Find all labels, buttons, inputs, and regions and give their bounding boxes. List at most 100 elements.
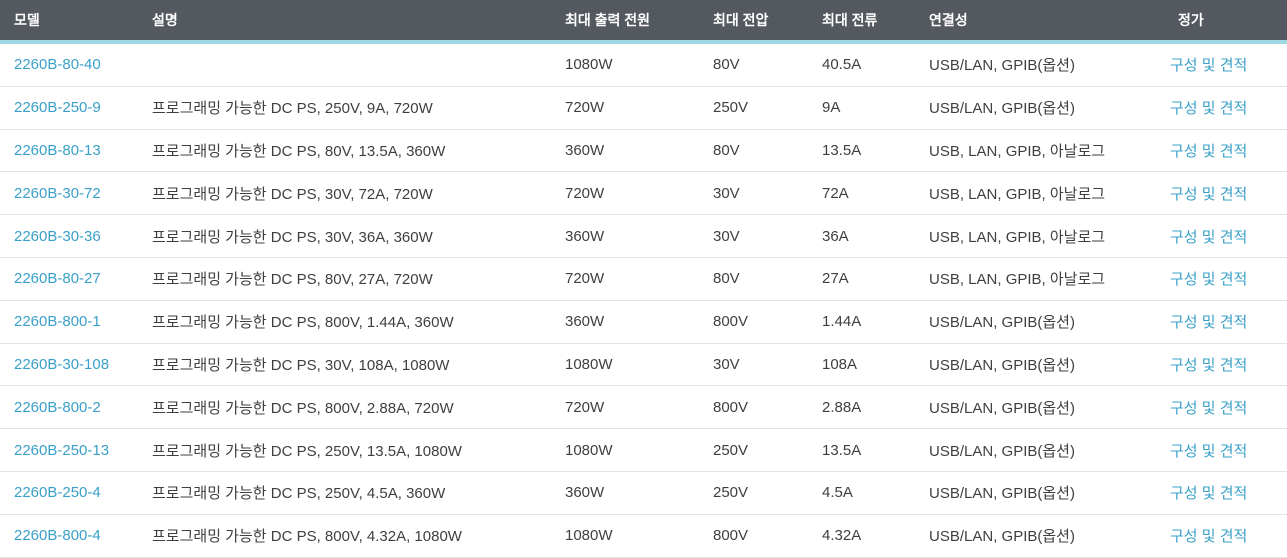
max-power-cell: 360W bbox=[551, 129, 699, 173]
max-current-cell: 27A bbox=[808, 257, 915, 301]
model-link[interactable]: 2260B-30-36 bbox=[14, 227, 101, 245]
max-voltage-cell: 80V bbox=[699, 42, 808, 87]
configure-quote-link[interactable]: 구성 및 견적 bbox=[1170, 142, 1248, 160]
column-header-price: 정가 bbox=[1164, 0, 1287, 44]
configure-quote-link[interactable]: 구성 및 견적 bbox=[1170, 442, 1248, 460]
column-header-max-power: 최대 출력 전원 bbox=[551, 0, 699, 44]
model-cell: 2260B-250-13 bbox=[0, 428, 138, 472]
price-cell: 구성 및 견적 bbox=[1164, 257, 1287, 301]
column-header-model: 모델 bbox=[0, 0, 138, 44]
price-cell: 구성 및 견적 bbox=[1164, 385, 1287, 430]
model-link[interactable]: 2260B-80-40 bbox=[14, 56, 101, 74]
max-current-cell: 2.88A bbox=[808, 385, 915, 430]
table-row: 2260B-80-27 프로그래밍 가능한 DC PS, 80V, 27A, 72… bbox=[0, 257, 1287, 301]
model-link[interactable]: 2260B-250-4 bbox=[14, 484, 101, 502]
max-power-cell: 720W bbox=[551, 86, 699, 130]
connectivity-cell: USB/LAN, GPIB(옵션) bbox=[915, 343, 1164, 387]
max-voltage-cell: 800V bbox=[699, 300, 808, 344]
table-row: 2260B-30-36 프로그래밍 가능한 DC PS, 30V, 36A, 36… bbox=[0, 214, 1287, 258]
max-power-cell: 720W bbox=[551, 257, 699, 301]
price-cell: 구성 및 견적 bbox=[1164, 214, 1287, 258]
model-cell: 2260B-30-72 bbox=[0, 171, 138, 216]
max-current-cell: 72A bbox=[808, 171, 915, 216]
max-voltage-cell: 250V bbox=[699, 428, 808, 472]
description-cell: 프로그래밍 가능한 DC PS, 800V, 2.88A, 720W bbox=[138, 385, 551, 430]
column-header-connectivity: 연결성 bbox=[915, 0, 1164, 44]
configure-quote-link[interactable]: 구성 및 견적 bbox=[1170, 314, 1248, 332]
max-current-cell: 13.5A bbox=[808, 129, 915, 173]
model-link[interactable]: 2260B-30-72 bbox=[14, 184, 101, 202]
description-cell: 프로그래밍 가능한 DC PS, 800V, 1.44A, 360W bbox=[138, 300, 551, 344]
description-cell: 프로그래밍 가능한 DC PS, 30V, 72A, 720W bbox=[138, 171, 551, 216]
model-cell: 2260B-80-27 bbox=[0, 257, 138, 301]
max-power-cell: 1080W bbox=[551, 42, 699, 87]
connectivity-cell: USB/LAN, GPIB(옵션) bbox=[915, 385, 1164, 430]
price-cell: 구성 및 견적 bbox=[1164, 129, 1287, 173]
model-cell: 2260B-800-4 bbox=[0, 514, 138, 558]
table-row: 2260B-250-9 프로그래밍 가능한 DC PS, 250V, 9A, 72… bbox=[0, 86, 1287, 130]
configure-quote-link[interactable]: 구성 및 견적 bbox=[1170, 356, 1248, 374]
configure-quote-link[interactable]: 구성 및 견적 bbox=[1170, 185, 1248, 203]
model-link[interactable]: 2260B-250-9 bbox=[14, 99, 101, 117]
model-link[interactable]: 2260B-800-4 bbox=[14, 527, 101, 545]
configure-quote-link[interactable]: 구성 및 견적 bbox=[1170, 100, 1248, 118]
price-cell: 구성 및 견적 bbox=[1164, 42, 1287, 87]
model-link[interactable]: 2260B-30-108 bbox=[14, 355, 110, 373]
max-current-cell: 4.32A bbox=[808, 514, 915, 558]
price-cell: 구성 및 견적 bbox=[1164, 471, 1287, 515]
price-cell: 구성 및 견적 bbox=[1164, 171, 1287, 216]
price-cell: 구성 및 견적 bbox=[1164, 300, 1287, 344]
max-power-cell: 720W bbox=[551, 171, 699, 216]
table-row: 2260B-30-108 프로그래밍 가능한 DC PS, 30V, 108A, … bbox=[0, 343, 1287, 387]
description-cell: 프로그래밍 가능한 DC PS, 800V, 4.32A, 1080W bbox=[138, 514, 551, 558]
price-cell: 구성 및 견적 bbox=[1164, 428, 1287, 472]
max-voltage-cell: 250V bbox=[699, 471, 808, 515]
connectivity-cell: USB/LAN, GPIB(옵션) bbox=[915, 514, 1164, 558]
model-link[interactable]: 2260B-800-2 bbox=[14, 398, 101, 416]
max-voltage-cell: 30V bbox=[699, 171, 808, 216]
configure-quote-link[interactable]: 구성 및 견적 bbox=[1170, 528, 1248, 546]
max-current-cell: 4.5A bbox=[808, 471, 915, 515]
model-link[interactable]: 2260B-250-13 bbox=[14, 441, 110, 459]
configure-quote-link[interactable]: 구성 및 견적 bbox=[1170, 57, 1248, 75]
table-body: 2260B-80-40 1080W 80V 40.5A USB/LAN, GPIB(옵션… bbox=[0, 42, 1287, 558]
max-voltage-cell: 30V bbox=[699, 343, 808, 387]
configure-quote-link[interactable]: 구성 및 견적 bbox=[1170, 399, 1248, 417]
connectivity-cell: USB/LAN, GPIB(옵션) bbox=[915, 42, 1164, 87]
model-cell: 2260B-800-1 bbox=[0, 300, 138, 344]
max-voltage-cell: 80V bbox=[699, 129, 808, 173]
table-row: 2260B-250-13 프로그래밍 가능한 DC PS, 250V, 13.5A… bbox=[0, 428, 1287, 472]
model-link[interactable]: 2260B-800-1 bbox=[14, 313, 101, 331]
model-link[interactable]: 2260B-80-27 bbox=[14, 270, 101, 288]
connectivity-cell: USB, LAN, GPIB, 아날로그 bbox=[915, 171, 1164, 216]
max-power-cell: 1080W bbox=[551, 428, 699, 472]
description-cell: 프로그래밍 가능한 DC PS, 30V, 108A, 1080W bbox=[138, 343, 551, 387]
max-voltage-cell: 800V bbox=[699, 385, 808, 430]
max-current-cell: 108A bbox=[808, 343, 915, 387]
connectivity-cell: USB/LAN, GPIB(옵션) bbox=[915, 471, 1164, 515]
max-voltage-cell: 80V bbox=[699, 257, 808, 301]
model-link[interactable]: 2260B-80-13 bbox=[14, 141, 101, 159]
configure-quote-link[interactable]: 구성 및 견적 bbox=[1170, 271, 1248, 289]
connectivity-cell: USB/LAN, GPIB(옵션) bbox=[915, 300, 1164, 344]
max-current-cell: 36A bbox=[808, 214, 915, 258]
max-power-cell: 1080W bbox=[551, 514, 699, 558]
configure-quote-link[interactable]: 구성 및 견적 bbox=[1170, 485, 1248, 503]
max-power-cell: 360W bbox=[551, 471, 699, 515]
table-row: 2260B-250-4 프로그래밍 가능한 DC PS, 250V, 4.5A, … bbox=[0, 471, 1287, 515]
max-power-cell: 1080W bbox=[551, 343, 699, 387]
table-row: 2260B-30-72 프로그래밍 가능한 DC PS, 30V, 72A, 72… bbox=[0, 171, 1287, 216]
price-cell: 구성 및 견적 bbox=[1164, 514, 1287, 558]
description-cell: 프로그래밍 가능한 DC PS, 250V, 4.5A, 360W bbox=[138, 471, 551, 515]
model-cell: 2260B-250-4 bbox=[0, 471, 138, 515]
model-cell: 2260B-800-2 bbox=[0, 385, 138, 430]
max-current-cell: 13.5A bbox=[808, 428, 915, 472]
model-cell: 2260B-30-36 bbox=[0, 214, 138, 258]
model-cell: 2260B-30-108 bbox=[0, 343, 138, 387]
description-cell: 프로그래밍 가능한 DC PS, 30V, 36A, 360W bbox=[138, 214, 551, 258]
max-voltage-cell: 30V bbox=[699, 214, 808, 258]
max-current-cell: 40.5A bbox=[808, 42, 915, 87]
table-row: 2260B-80-40 1080W 80V 40.5A USB/LAN, GPIB(옵션… bbox=[0, 42, 1287, 87]
configure-quote-link[interactable]: 구성 및 견적 bbox=[1170, 228, 1248, 246]
